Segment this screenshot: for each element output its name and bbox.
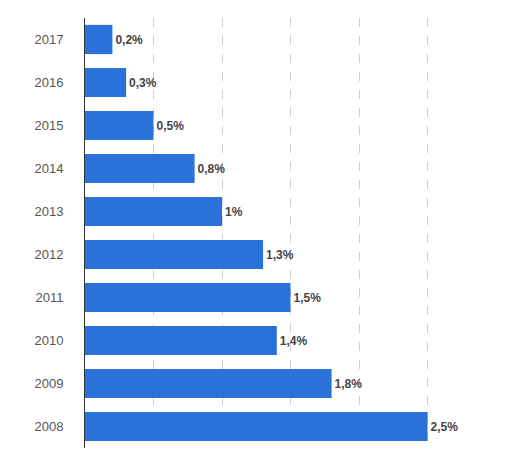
svg-text:2012: 2012 <box>34 247 63 262</box>
svg-text:0,3%: 0,3% <box>129 76 157 90</box>
svg-text:1,3%: 1,3% <box>266 248 294 262</box>
svg-text:1%: 1% <box>225 205 243 219</box>
svg-text:1,8%: 1,8% <box>335 377 363 391</box>
svg-text:1,4%: 1,4% <box>280 334 308 348</box>
svg-text:0,8%: 0,8% <box>198 162 226 176</box>
svg-text:2013: 2013 <box>34 204 63 219</box>
svg-text:2010: 2010 <box>34 333 63 348</box>
svg-text:0,2%: 0,2% <box>115 33 143 47</box>
svg-text:2008: 2008 <box>34 419 63 434</box>
svg-text:2014: 2014 <box>34 161 63 176</box>
svg-text:1,5%: 1,5% <box>294 291 322 305</box>
svg-text:2015: 2015 <box>34 118 63 133</box>
svg-text:2017: 2017 <box>34 32 63 47</box>
svg-text:2,5%: 2,5% <box>431 420 459 434</box>
svg-text:2011: 2011 <box>35 290 63 305</box>
svg-text:0,5%: 0,5% <box>157 119 185 133</box>
svg-text:2016: 2016 <box>34 75 63 90</box>
svg-text:2009: 2009 <box>34 376 63 391</box>
